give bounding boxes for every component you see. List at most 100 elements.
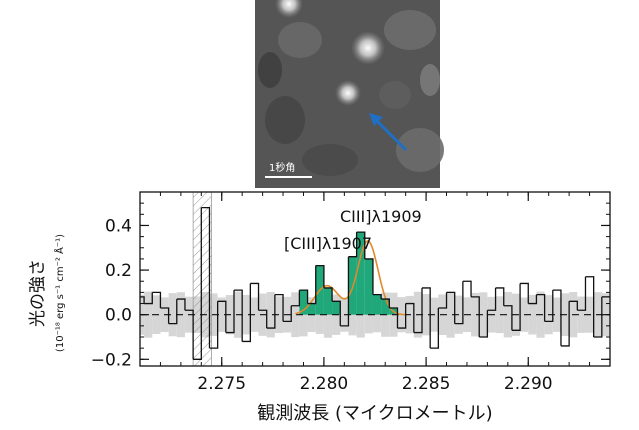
spectrum-bin (560, 301, 570, 347)
spectrum-bin (446, 291, 456, 324)
spectrum-bin (389, 307, 399, 329)
spectrum-bin (356, 231, 366, 259)
spectrum-bin (372, 293, 382, 300)
x-axis-title: 観測波長 (マイクロメートル) (257, 403, 492, 424)
spectrum-bin (585, 276, 595, 337)
emission-bin (356, 232, 365, 315)
spectrum-bin (479, 310, 489, 338)
spectrum-bin (193, 207, 202, 360)
masked-band (192, 192, 212, 366)
spectrum-bin (274, 293, 284, 322)
spectrum-bin (176, 298, 186, 311)
noise-bin (495, 296, 504, 334)
spectrum-bin (397, 303, 407, 329)
emission-bin (372, 294, 382, 315)
emission-bin (332, 301, 341, 315)
noise-bin (471, 292, 480, 337)
annotation-ciii-1907: [CIII]λ1907 (284, 234, 372, 253)
noise-bin (422, 294, 431, 336)
spectrum-bin (593, 296, 603, 338)
fit-curve (295, 240, 406, 316)
spectrum-bin (332, 300, 341, 326)
spectrum-bin (291, 290, 301, 307)
spectrum-bin (462, 280, 472, 297)
scale-bar-label: 1秒角 (269, 161, 295, 174)
noise-bin (168, 293, 177, 337)
spectrum-bin (201, 206, 211, 349)
spectrum-bin (184, 309, 194, 360)
y-axis-title: 光の強さ (28, 259, 48, 327)
noise-bin (266, 291, 275, 338)
noise-bin (577, 296, 586, 333)
x-axis: 2.275 2.280 2.285 2.290 (159, 192, 591, 394)
spectrum-bin (168, 299, 178, 325)
spectrum-bin (511, 283, 521, 331)
spectrum-bin (217, 300, 227, 333)
target-galaxy (335, 80, 361, 106)
spectrum-bin (225, 290, 235, 334)
spectrum-bin (258, 309, 268, 329)
pointer-arrow-head (369, 113, 383, 126)
spectrum-bin (364, 258, 374, 295)
plot-area: 2.275 2.280 2.285 2.290 −0.2 0.0 0.2 0.4 [CIII… (28, 191, 611, 424)
spectrum-bin (552, 289, 562, 346)
x-tick-label: 2.290 (504, 374, 553, 394)
spectrum-bin (144, 292, 153, 305)
emission-bin (381, 299, 390, 315)
annotation-ciii-1909: CIII]λ1909 (340, 207, 422, 226)
emission-bin (323, 287, 333, 315)
spectrum-bin (405, 302, 415, 333)
gaussian-fit (295, 240, 406, 316)
spectrum-bin (250, 282, 260, 311)
x-tick-label: 2.275 (197, 374, 246, 394)
spectrum-bin (495, 287, 505, 306)
spectrum-bin (528, 294, 538, 305)
star-bright (351, 31, 385, 65)
spectrum-bin (430, 308, 439, 349)
noise-bin (242, 294, 251, 335)
spectrum-bin (152, 291, 162, 308)
emission-bin (307, 303, 316, 315)
spectrum-bin (283, 305, 292, 323)
spectrum-bin (299, 289, 309, 304)
spectrum-bin (242, 283, 251, 343)
masked-region (192, 192, 212, 366)
spectrum-bin (487, 287, 497, 311)
spectrum-bin (422, 287, 431, 349)
image-panel: 1秒角 (255, 0, 444, 188)
image-noise (258, 10, 444, 176)
noise-bin (323, 291, 333, 338)
spectrum-bin (234, 289, 243, 342)
spectrum-bin (323, 287, 333, 302)
star-top (275, 0, 303, 18)
spectrum-bin (454, 281, 464, 325)
spectrum-bin (348, 232, 358, 258)
spectrum-bin (471, 296, 480, 337)
spectrum-bin (544, 290, 554, 323)
noise-bin (299, 293, 308, 337)
spectrum-bin (438, 292, 448, 309)
y-tick-label: 0.0 (105, 306, 132, 326)
noise-bin (217, 297, 226, 332)
noise-bin (479, 292, 488, 338)
spectrum-bin (569, 300, 578, 311)
y-tick-label: 0.2 (105, 261, 132, 281)
y-tick-label: −0.2 (91, 350, 132, 370)
spectrum-bin (577, 276, 587, 311)
spectrum-bin (140, 296, 145, 304)
spectrum-bin (536, 293, 546, 322)
spectrum-bin (160, 307, 170, 324)
spectrum-bin (503, 305, 513, 331)
spectrum-bin (209, 301, 219, 349)
spectrum-bin (266, 294, 276, 329)
noise-bin (446, 291, 455, 338)
line-annotations: [CIII]λ1907 CIII]λ1909 (284, 207, 422, 253)
x-tick-label: 2.285 (402, 374, 451, 394)
spectrum-bin (307, 265, 317, 305)
spectrum-bin (381, 298, 390, 308)
emission-bin (364, 258, 373, 315)
noise-bin (552, 297, 561, 332)
noise-bin (291, 292, 300, 338)
